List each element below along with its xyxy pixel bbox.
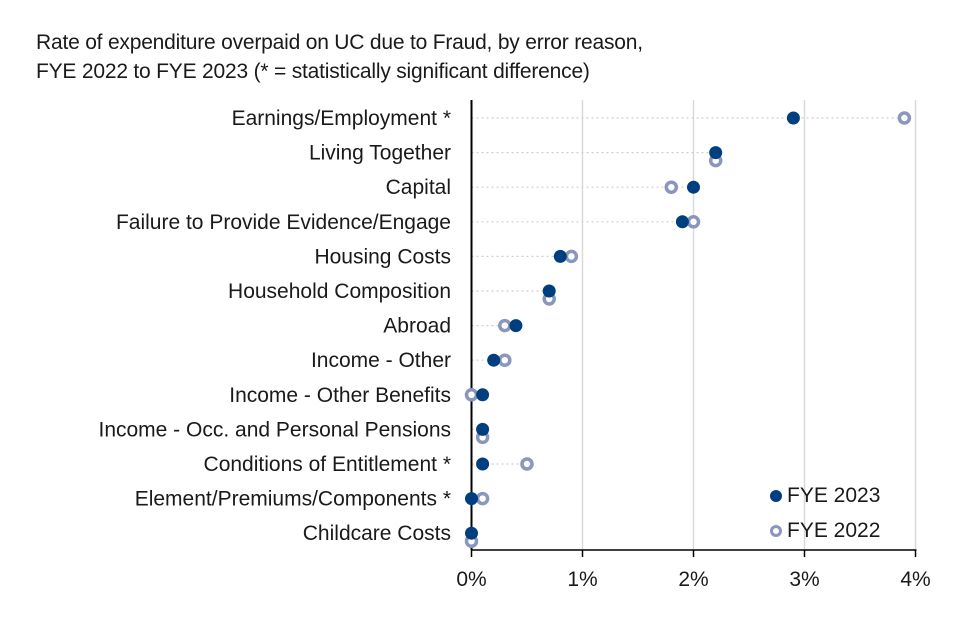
- legend-label: FYE 2023: [787, 483, 881, 507]
- fye-2023-marker: [553, 249, 567, 263]
- fye-2022-marker: [520, 457, 534, 471]
- fye-2023-marker: [476, 457, 490, 471]
- category-label: Earnings/Employment *: [232, 107, 451, 130]
- fye-2023-marker: [542, 284, 556, 298]
- category-label: Income - Occ. and Personal Pensions: [98, 418, 451, 441]
- category-label: Failure to Provide Evidence/Engage: [116, 211, 451, 234]
- category-label: Income - Other Benefits: [229, 384, 451, 407]
- category-label: Housing Costs: [314, 245, 451, 268]
- fye-2023-marker: [465, 492, 478, 506]
- filled-circle-icon: [770, 489, 782, 502]
- category-label: Capital: [386, 176, 451, 199]
- category-label: Living Together: [309, 142, 451, 165]
- category-label: Abroad: [383, 315, 451, 338]
- legend-item-fye-2022: FYE 2022: [770, 513, 880, 548]
- fye-2023-marker: [786, 111, 800, 125]
- legend: FYE 2023 FYE 2022: [770, 478, 880, 548]
- category-label: Income - Other: [311, 349, 451, 372]
- fye-2022-marker: [564, 249, 579, 264]
- fye-2022-marker: [475, 491, 490, 506]
- fye-2022-marker: [897, 111, 912, 125]
- fye-2023-marker: [476, 388, 490, 402]
- x-tick-label: 0%: [456, 568, 486, 591]
- category-label: Household Composition: [228, 280, 451, 303]
- x-tick-label: 2%: [678, 568, 708, 591]
- chart-title-line-1: Rate of expenditure overpaid on UC due t…: [36, 31, 643, 54]
- fye-2023-marker: [675, 215, 689, 229]
- x-tick-label: 4%: [900, 568, 930, 591]
- fye-2022-marker: [498, 318, 512, 333]
- fye-2023-marker: [709, 146, 723, 160]
- fye-2023-marker: [509, 319, 523, 333]
- category-label: Conditions of Entitlement *: [204, 453, 451, 476]
- legend-item-fye-2023: FYE 2023: [770, 478, 880, 513]
- fye-2022-marker: [464, 388, 479, 402]
- x-tick-label: 1%: [567, 568, 597, 591]
- x-tick-label: 3%: [789, 568, 819, 591]
- fye-2022-marker: [498, 353, 512, 367]
- fye-2022-marker: [664, 180, 679, 194]
- hollow-circle-icon: [770, 524, 782, 537]
- category-label: Element/Premiums/Components *: [135, 488, 451, 511]
- category-label: Childcare Costs: [303, 522, 451, 545]
- fye-2023-marker: [487, 353, 501, 367]
- chart-title-line-2: FYE 2022 to FYE 2023 (* = statistically …: [36, 60, 590, 83]
- fye-2022-marker: [686, 215, 701, 229]
- fye-2023-marker: [465, 526, 478, 540]
- chart-title: Rate of expenditure overpaid on UC due t…: [36, 28, 643, 86]
- legend-label: FYE 2022: [787, 518, 881, 542]
- fye-2023-marker: [687, 180, 700, 194]
- fye-2023-marker: [476, 422, 490, 436]
